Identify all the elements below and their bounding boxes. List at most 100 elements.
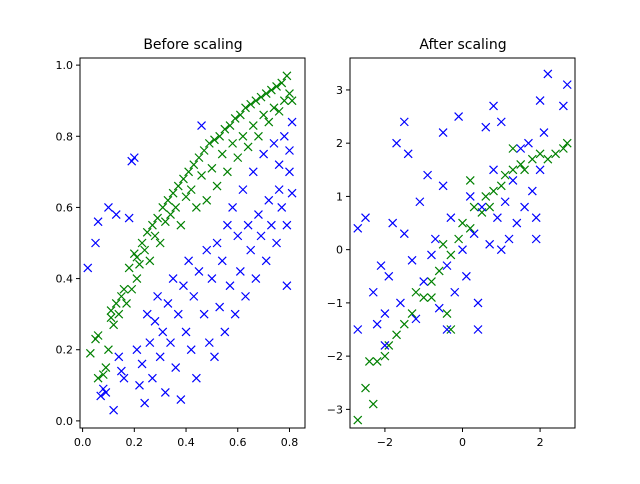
data-point bbox=[199, 309, 209, 319]
data-point bbox=[222, 167, 232, 177]
data-point bbox=[184, 167, 194, 177]
data-point bbox=[423, 170, 433, 180]
data-point bbox=[147, 220, 157, 230]
data-point bbox=[527, 186, 537, 196]
data-point bbox=[215, 302, 225, 312]
x-tick-label: 0.6 bbox=[229, 436, 247, 449]
data-point bbox=[217, 256, 227, 266]
data-point bbox=[109, 405, 119, 415]
data-point bbox=[438, 181, 448, 191]
data-point bbox=[197, 170, 206, 180]
data-point bbox=[353, 325, 363, 334]
data-point bbox=[454, 112, 464, 121]
data-point bbox=[166, 338, 175, 348]
data-point bbox=[508, 144, 518, 153]
y-tick-label: 0.4 bbox=[56, 273, 74, 286]
data-point bbox=[461, 271, 471, 281]
data-point bbox=[142, 309, 152, 319]
data-point bbox=[246, 245, 256, 255]
y-tick-label: 3 bbox=[336, 84, 343, 97]
data-point bbox=[473, 325, 483, 334]
panel-before-scaling: Before scaling 0.0 0.2 0.4 0.6 0.8 0.0 0.2 0.4 0… bbox=[56, 37, 306, 449]
data-point bbox=[93, 217, 103, 227]
data-point bbox=[104, 202, 113, 212]
data-point bbox=[558, 101, 568, 111]
y-tick-label: −3 bbox=[327, 403, 343, 416]
data-point bbox=[524, 138, 533, 148]
data-point bbox=[485, 202, 495, 212]
data-point bbox=[106, 313, 116, 323]
data-point bbox=[427, 277, 436, 287]
data-point bbox=[269, 138, 279, 148]
data-point bbox=[376, 261, 386, 271]
data-point bbox=[496, 181, 506, 191]
data-point bbox=[150, 316, 160, 326]
data-point bbox=[179, 281, 188, 291]
data-point bbox=[248, 121, 258, 131]
data-point bbox=[93, 331, 103, 340]
data-point bbox=[96, 391, 106, 401]
data-point bbox=[527, 154, 537, 164]
data-point bbox=[137, 359, 147, 369]
data-point bbox=[119, 373, 129, 383]
data-point bbox=[279, 96, 289, 106]
x-tick-label: 0 bbox=[459, 436, 466, 449]
data-point bbox=[171, 202, 181, 212]
data-point bbox=[446, 250, 456, 260]
data-point bbox=[256, 231, 266, 241]
data-point bbox=[215, 131, 225, 141]
data-point bbox=[458, 245, 467, 255]
data-point bbox=[380, 351, 390, 361]
data-point bbox=[251, 96, 261, 106]
data-point bbox=[150, 231, 160, 241]
data-point bbox=[116, 291, 126, 301]
data-point bbox=[222, 220, 232, 230]
data-point bbox=[520, 202, 529, 212]
x-tick-label: −2 bbox=[377, 436, 393, 449]
data-point bbox=[272, 238, 281, 248]
data-point bbox=[285, 167, 294, 177]
data-point bbox=[543, 154, 553, 164]
data-point bbox=[469, 229, 479, 239]
data-point bbox=[450, 287, 460, 297]
data-point bbox=[243, 142, 253, 152]
panel-after-scaling: After scaling −2 0 2 −3 −2 −1 0 1 2 3 bbox=[327, 37, 576, 449]
x-tick-label: 0.2 bbox=[126, 436, 144, 449]
data-point bbox=[384, 341, 394, 350]
data-point bbox=[119, 284, 129, 294]
data-point bbox=[415, 197, 425, 207]
data-point bbox=[235, 110, 245, 120]
data-point bbox=[83, 263, 93, 273]
data-point bbox=[248, 167, 258, 177]
scatter-markers bbox=[83, 71, 297, 415]
data-point bbox=[251, 274, 261, 284]
chart-title: Before scaling bbox=[143, 37, 242, 53]
data-point bbox=[189, 160, 199, 170]
data-point bbox=[285, 146, 294, 155]
data-point bbox=[396, 298, 405, 308]
data-point bbox=[500, 170, 510, 180]
data-point bbox=[166, 210, 175, 219]
data-point bbox=[539, 128, 549, 137]
data-point bbox=[116, 366, 126, 376]
data-point bbox=[496, 117, 506, 127]
data-point bbox=[186, 185, 196, 195]
data-point bbox=[122, 299, 131, 308]
x-tick-label: 0.4 bbox=[177, 436, 195, 449]
data-point bbox=[473, 298, 483, 308]
data-point bbox=[191, 202, 201, 212]
data-point bbox=[496, 245, 506, 255]
y-tick-label: 0.2 bbox=[56, 344, 74, 357]
data-point bbox=[274, 185, 284, 195]
y-tick-label: −1 bbox=[327, 297, 343, 310]
data-point bbox=[153, 213, 163, 223]
data-point bbox=[508, 165, 518, 175]
data-point bbox=[238, 185, 248, 195]
axes-frame bbox=[79, 57, 306, 429]
data-point bbox=[512, 218, 522, 228]
data-point bbox=[543, 69, 553, 79]
data-point bbox=[427, 293, 436, 302]
data-point bbox=[132, 274, 142, 284]
